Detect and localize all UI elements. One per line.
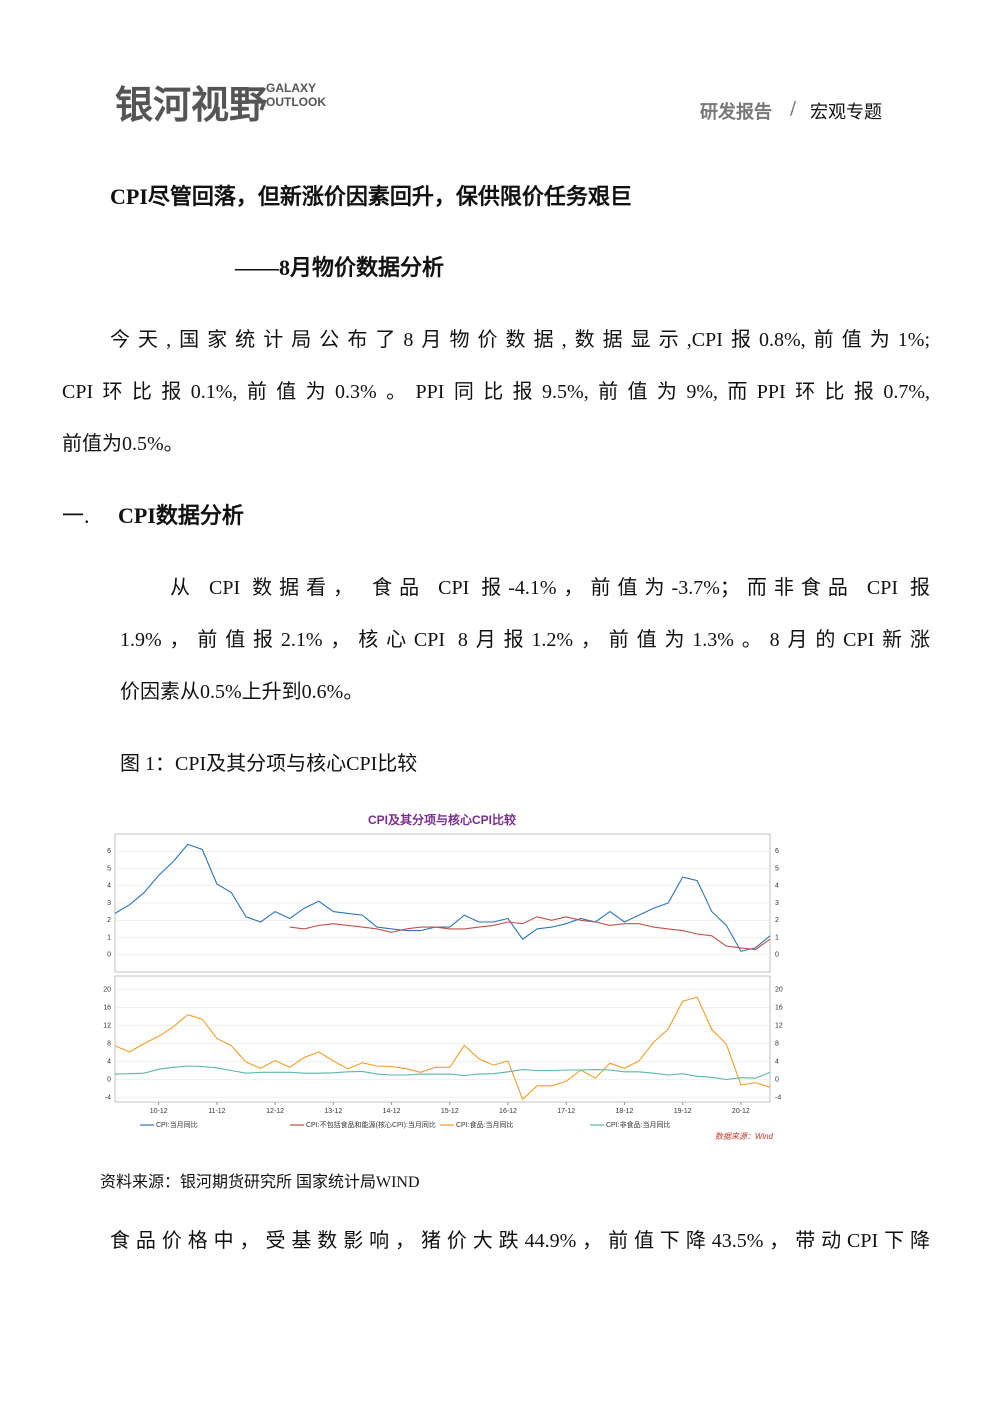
y2-tick-label: 4: [775, 883, 779, 890]
x-tick-label: 13-12: [324, 1108, 342, 1115]
text-line: 今天,国家统计局公布了8月物价数据,数据显示,CPI报0.8%,前值为1%;: [110, 329, 930, 351]
y2-tick-label: 20: [775, 986, 783, 993]
y2-tick-label: 12: [775, 1022, 783, 1029]
y-tick-label: 3: [107, 900, 111, 907]
x-tick-label: 10-12: [150, 1108, 168, 1115]
section-heading: CPI数据分析: [118, 503, 244, 528]
y2-tick-label: 8: [775, 1040, 779, 1047]
legend-label: CPI:食品:当月同比: [456, 1120, 514, 1129]
x-tick-label: 14-12: [383, 1108, 401, 1115]
y2-tick-label: 2: [775, 917, 779, 924]
y2-tick-label: -4: [775, 1094, 781, 1101]
figure-source: 资料来源：银河期货研究所 国家统计局WIND: [100, 1174, 420, 1191]
section-number: 一.: [62, 503, 90, 528]
text-line: 从 CPI 数据看， 食品 CPI 报-4.1%，前值为-3.7%；而非食品 C…: [170, 577, 930, 599]
legend-label: CPI:不包括食品和能源(核心CPI):当月同比: [306, 1120, 436, 1129]
plot-frame: [114, 975, 771, 1103]
y2-tick-label: 4: [775, 1058, 779, 1065]
y-tick-label: 0: [107, 952, 111, 959]
y-tick-label: 6: [107, 848, 111, 855]
x-tick-label: 17-12: [557, 1108, 575, 1115]
y2-tick-label: 3: [775, 900, 779, 907]
series-line: [114, 996, 771, 1101]
breadcrumb-topic: 宏观专题: [810, 102, 882, 123]
y2-tick-label: 1: [775, 934, 779, 941]
x-tick-label: 16-12: [499, 1108, 517, 1115]
breadcrumb-category: 研发报告: [700, 102, 772, 123]
y-tick-label: 0: [107, 1076, 111, 1083]
y-tick-label: 2: [107, 917, 111, 924]
y-tick-label: 20: [103, 986, 111, 993]
y-tick-label: 16: [103, 1004, 111, 1011]
y-tick-label: 4: [107, 1058, 111, 1065]
y2-tick-label: 5: [775, 865, 779, 872]
x-tick-label: 20-12: [732, 1108, 750, 1115]
y-tick-label: 4: [107, 883, 111, 890]
legend-label: CPI:当月同比: [156, 1120, 198, 1129]
legend-label: CPI:非食品:当月同比: [606, 1120, 671, 1129]
y-tick-label: 5: [107, 865, 111, 872]
x-tick-label: 19-12: [674, 1108, 692, 1115]
breadcrumb-separator: /: [790, 98, 797, 119]
y-tick-label: -4: [105, 1094, 111, 1101]
text-line: 前值为0.5%。: [62, 433, 184, 455]
y2-tick-label: 16: [775, 1004, 783, 1011]
figure-caption: 图 1：CPI及其分项与核心CPI比较: [120, 753, 418, 775]
doc-title: CPI尽管回落，但新涨价因素回升，保供限价任务艰巨: [110, 184, 632, 209]
x-tick-label: 18-12: [615, 1108, 633, 1115]
series-line: [289, 916, 771, 951]
x-tick-label: 12-12: [266, 1108, 284, 1115]
y-tick-label: 8: [107, 1040, 111, 1047]
x-tick-label: 11-12: [208, 1108, 225, 1115]
text-line: 食品价格中，受基数影响，猪价大跌44.9%，前值下降43.5%，带动CPI下降: [110, 1230, 930, 1252]
logo: 银河视野: [115, 83, 268, 127]
series-line: [114, 1065, 771, 1081]
y-tick-label: 1: [107, 934, 111, 941]
logo-en: GALAXY OUTLOOK: [266, 81, 326, 109]
y-tick-label: 12: [103, 1022, 111, 1029]
text-line: CPI环比报0.1%,前值为0.3%。PPI同比报9.5%,前值为9%,而PPI…: [62, 381, 930, 403]
y2-tick-label: 0: [775, 1076, 779, 1083]
logo-en-line: GALAXY: [266, 81, 317, 95]
series-line: [114, 843, 771, 952]
y2-tick-label: 0: [775, 952, 779, 959]
chart-source: 数据来源：Wind: [715, 1132, 774, 1141]
doc-subtitle: ——8月物价数据分析: [235, 255, 445, 280]
logo-en-line: OUTLOOK: [266, 95, 326, 109]
x-tick-label: 15-12: [441, 1108, 459, 1115]
chart-title: CPI及其分项与核心CPI比较: [368, 812, 516, 827]
text-line: 价因素从0.5%上升到0.6%。: [120, 681, 364, 703]
y2-tick-label: 6: [775, 848, 779, 855]
text-line: 1.9%，前值报2.1%，核心CPI 8月报1.2%，前值为1.3%。8月的CP…: [120, 629, 930, 651]
